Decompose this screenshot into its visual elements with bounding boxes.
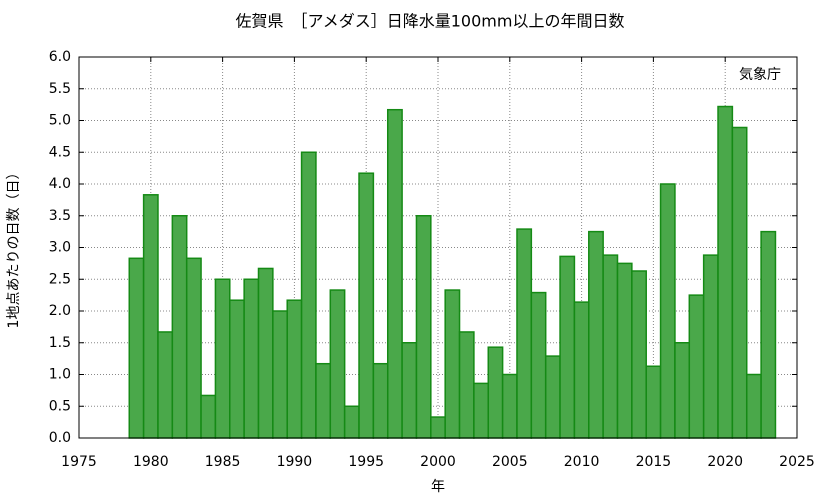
plot-frame bbox=[78, 56, 798, 439]
y-tick-label: 3.0 bbox=[49, 240, 71, 256]
bar bbox=[372, 362, 389, 439]
bar bbox=[444, 289, 461, 439]
bar bbox=[731, 126, 748, 439]
bar bbox=[745, 373, 762, 439]
bar bbox=[573, 301, 590, 439]
bar bbox=[185, 257, 202, 439]
bar bbox=[501, 373, 518, 439]
bar bbox=[588, 230, 604, 439]
bar bbox=[343, 405, 360, 439]
y-axis-label: 1地点あたりの日数（日） bbox=[6, 166, 22, 329]
y-tick-label: 6.0 bbox=[49, 49, 71, 65]
bar bbox=[645, 365, 662, 439]
bar bbox=[530, 291, 547, 439]
x-tick-label: 1980 bbox=[133, 454, 169, 470]
bar bbox=[315, 362, 332, 439]
x-tick-label: 2000 bbox=[420, 454, 456, 470]
bar bbox=[401, 342, 418, 439]
bar bbox=[760, 230, 777, 439]
y-tick-label: 1.5 bbox=[49, 335, 71, 351]
y-tick-label: 5.0 bbox=[49, 113, 71, 129]
bar bbox=[358, 172, 375, 439]
y-tick-label: 4.0 bbox=[49, 176, 71, 192]
x-tick-label: 1975 bbox=[61, 454, 97, 470]
y-tick-label: 5.5 bbox=[49, 81, 71, 97]
bar bbox=[171, 215, 188, 439]
bar bbox=[430, 416, 446, 439]
bar bbox=[142, 194, 159, 439]
x-axis-label: 年 bbox=[431, 479, 445, 495]
bar bbox=[473, 382, 490, 439]
y-tick-label: 2.0 bbox=[49, 303, 71, 319]
x-tick-label: 1985 bbox=[205, 454, 241, 470]
bar bbox=[516, 228, 533, 439]
bar bbox=[329, 289, 346, 439]
bar bbox=[602, 254, 619, 439]
bar bbox=[674, 342, 691, 439]
bar bbox=[659, 183, 676, 439]
x-tick-label: 1990 bbox=[277, 454, 313, 470]
bar bbox=[544, 355, 561, 439]
bar bbox=[128, 257, 145, 439]
x-tick-label: 2015 bbox=[636, 454, 672, 470]
bar bbox=[257, 267, 274, 439]
x-tick-label: 2005 bbox=[492, 454, 528, 470]
chart-title: 佐賀県 ［アメダス］日降水量100mm以上の年間日数 bbox=[236, 12, 625, 31]
bar bbox=[157, 331, 174, 439]
y-tick-label: 0.5 bbox=[49, 398, 71, 414]
bar bbox=[214, 278, 231, 439]
x-tick-label: 1995 bbox=[348, 454, 384, 470]
bar bbox=[559, 255, 576, 439]
bar bbox=[717, 105, 734, 439]
bar bbox=[300, 151, 317, 439]
y-tick-label: 1.0 bbox=[49, 367, 71, 383]
y-tick-label: 0.0 bbox=[49, 430, 71, 446]
bar bbox=[243, 278, 260, 439]
x-tick-label: 2020 bbox=[707, 454, 743, 470]
y-tick-label: 3.5 bbox=[49, 208, 71, 224]
bar bbox=[229, 299, 245, 439]
bar bbox=[200, 394, 217, 439]
bar bbox=[688, 294, 705, 439]
y-tick-label: 4.5 bbox=[49, 144, 71, 160]
bar bbox=[487, 346, 504, 439]
bar bbox=[458, 331, 475, 439]
bar bbox=[616, 262, 633, 439]
bar bbox=[631, 270, 647, 439]
bar bbox=[286, 299, 303, 439]
bar bbox=[702, 254, 719, 439]
y-tick-label: 2.5 bbox=[49, 271, 71, 287]
annotation: 気象庁 bbox=[739, 67, 781, 83]
x-tick-label: 2025 bbox=[779, 454, 815, 470]
bar bbox=[415, 215, 432, 439]
bar bbox=[386, 108, 403, 439]
bar bbox=[272, 310, 288, 439]
x-tick-label: 2010 bbox=[564, 454, 600, 470]
